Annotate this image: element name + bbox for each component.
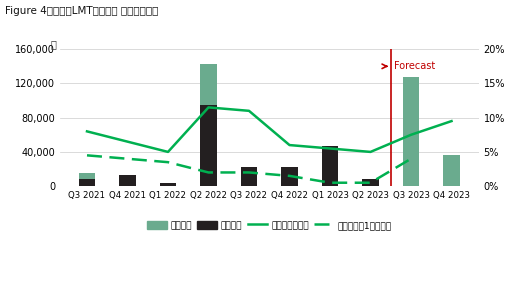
Bar: [79, 179, 95, 186]
Bar: [200, 105, 217, 186]
Bar: [322, 146, 338, 186]
Text: Forecast: Forecast: [394, 61, 435, 71]
Bar: [160, 184, 176, 186]
Text: Figure 4：中部圈LMT物流施設 需給バランス: Figure 4：中部圈LMT物流施設 需給バランス: [5, 6, 159, 16]
Bar: [200, 64, 217, 186]
Bar: [160, 183, 176, 186]
Bar: [322, 154, 338, 186]
Bar: [281, 179, 297, 186]
Bar: [120, 175, 136, 186]
Bar: [362, 179, 379, 186]
Bar: [281, 167, 297, 186]
Bar: [403, 77, 419, 186]
Bar: [241, 167, 257, 186]
Bar: [444, 155, 460, 186]
Legend: 新規供給, 新規需要, 空室率（全体）, 空室率（笢1年以上）: 新規供給, 新規需要, 空室率（全体）, 空室率（笢1年以上）: [147, 221, 392, 230]
Bar: [241, 171, 257, 186]
Text: 嵪: 嵪: [50, 39, 57, 49]
Bar: [79, 173, 95, 186]
